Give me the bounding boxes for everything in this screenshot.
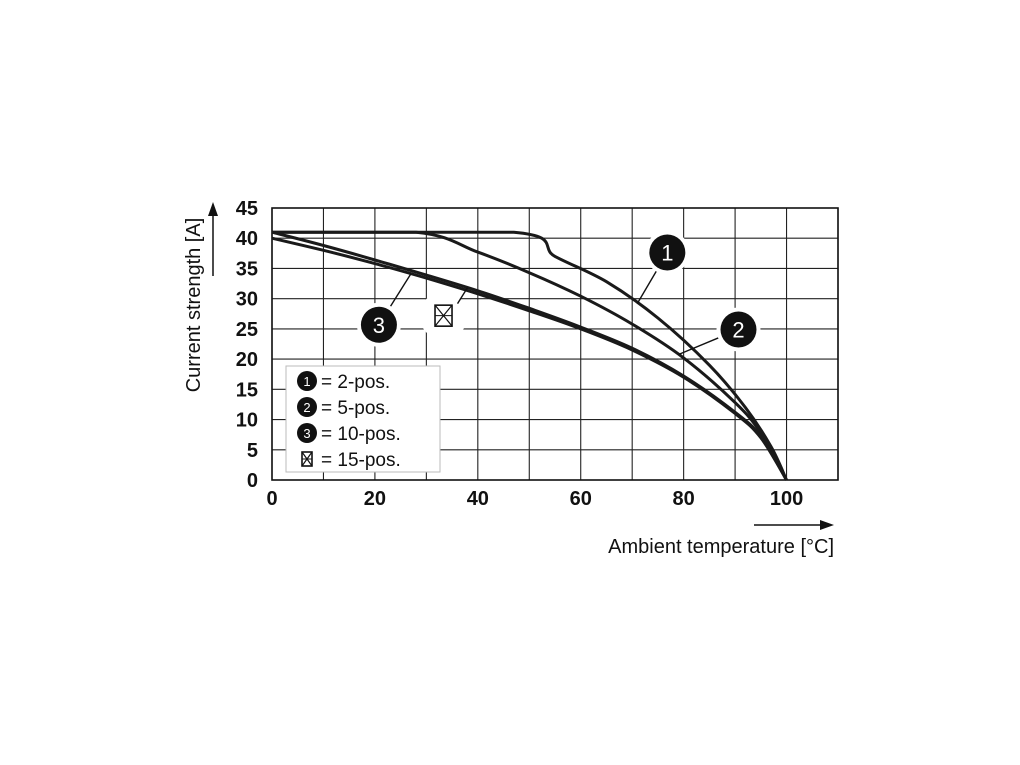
leader-line xyxy=(678,335,723,356)
plot-frame xyxy=(271,207,839,481)
y-tick-label: 15 xyxy=(236,379,258,401)
legend-marker-3 xyxy=(297,423,317,443)
y-axis-arrowhead xyxy=(208,202,218,216)
marker-number: 2 xyxy=(732,318,744,343)
curves xyxy=(271,230,788,481)
marker-15pos-icon xyxy=(434,304,453,327)
tick-labels: 0 20 40 60 80 100 0 5 10 15 20 25 30 35 40 45 xyxy=(236,198,803,510)
curve-2 xyxy=(272,230,788,481)
marker-number: 3 xyxy=(373,313,385,338)
y-tick-label: 35 xyxy=(236,258,258,280)
x-tick-label: 60 xyxy=(570,488,592,510)
marker-circle-3 xyxy=(360,306,397,343)
y-tick-label: 20 xyxy=(236,349,258,371)
x-axis-arrowhead xyxy=(820,520,834,530)
legend: 1 = 2-pos. 2 = 5-pos. 3 = 10-pos. = 15-pos. xyxy=(285,365,441,473)
y-tick-label: 0 xyxy=(247,470,258,492)
y-tick-label: 10 xyxy=(236,410,258,432)
marker-circle-2 xyxy=(720,311,757,348)
x-tick-label: 80 xyxy=(673,488,695,510)
legend-15pos-icon xyxy=(301,451,313,467)
legend-marker-2 xyxy=(297,397,317,417)
curve-markers: 1 2 3 xyxy=(356,230,761,356)
y-tick-label: 45 xyxy=(236,198,258,220)
y-tick-label: 5 xyxy=(247,440,258,462)
curve-1 xyxy=(272,230,788,481)
legend-marker-1 xyxy=(297,371,317,391)
legend-label: = 15-pos. xyxy=(321,450,401,471)
grid-lines xyxy=(271,207,839,481)
legend-marker-number: 2 xyxy=(303,400,310,415)
y-tick-label: 40 xyxy=(236,228,258,250)
legend-label: = 2-pos. xyxy=(321,372,390,393)
legend-label: = 10-pos. xyxy=(321,424,401,445)
y-axis-label: Current strength [A] xyxy=(183,218,205,393)
x-tick-label: 20 xyxy=(364,488,386,510)
y-tick-label: 30 xyxy=(236,289,258,311)
marker-circle-1 xyxy=(649,234,686,271)
leader-line xyxy=(387,273,412,310)
leader-line xyxy=(456,287,469,305)
marker-number: 1 xyxy=(661,241,673,266)
legend-marker-number: 3 xyxy=(303,426,310,441)
curve-4 xyxy=(271,230,788,481)
x-axis-label: Ambient temperature [°C] xyxy=(608,536,834,558)
axis-labels: Current strength [A] Ambient temperature… xyxy=(183,202,834,558)
legend-label: = 5-pos. xyxy=(321,398,390,419)
x-tick-label: 40 xyxy=(467,488,489,510)
y-tick-label: 25 xyxy=(236,319,258,341)
leader-line xyxy=(636,267,659,304)
x-tick-label: 100 xyxy=(770,488,803,510)
legend-marker-number: 1 xyxy=(303,374,310,389)
x-tick-label: 0 xyxy=(266,488,277,510)
